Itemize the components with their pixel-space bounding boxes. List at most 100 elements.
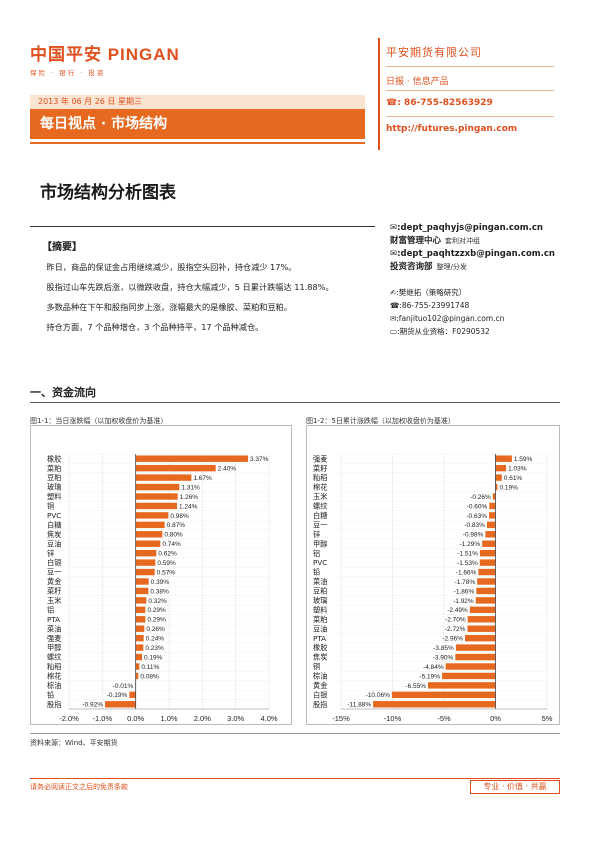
data-label: 1.03%: [508, 466, 527, 473]
divider: [386, 90, 554, 91]
data-label: 0.62%: [158, 551, 177, 558]
bar: [495, 483, 498, 491]
divider: [30, 402, 560, 403]
contacts-panel: ✉:dept_paqhyjs@pingan.com.cn 财富管理中心 套利对冲组…: [390, 222, 570, 338]
logo-subtext: 保险 · 银行 · 投资: [30, 69, 106, 77]
data-label: -0.19%: [107, 692, 128, 699]
bar: [135, 540, 161, 547]
category-label: 焦炭: [313, 653, 327, 662]
bar: [373, 701, 496, 708]
data-label: 0.74%: [162, 541, 181, 548]
category-label: 甲醇: [47, 643, 61, 652]
category-label: 豆粕: [47, 473, 61, 482]
category-label: 白银: [47, 558, 61, 567]
bar: [467, 625, 496, 632]
category-label: 豆粕: [313, 587, 327, 596]
department-sub: 套利对冲组: [445, 237, 481, 245]
bar: [428, 682, 496, 689]
category-label: 白糖: [47, 520, 61, 529]
contact-email[interactable]: ✉:dept_paqhtzzxb@pingan.com.cn: [390, 249, 555, 259]
category-label: 黄金: [313, 681, 327, 690]
bar: [479, 549, 496, 557]
data-label: 0.11%: [141, 664, 159, 671]
bar: [135, 474, 192, 481]
category-label: 橡胶: [313, 643, 327, 652]
chart-daily-change-svg: -2.0% -1.0% 0.0% 1.0% 2.0% 3.0% 4.0% 橡胶 3.37% 菜粕 2…: [47, 453, 278, 723]
data-label: 0.29%: [147, 607, 166, 614]
company-info-box: 平安期货有限公司 日报 · 信息产品 ☎: 86-755-82563929 ht…: [378, 38, 558, 150]
bar: [135, 483, 180, 491]
department-name: 投资咨询部: [390, 262, 433, 272]
data-label: -0.83%: [464, 522, 485, 529]
divider: [386, 66, 554, 67]
data-label: 0.19%: [499, 484, 518, 491]
category-label: 棕油: [313, 672, 327, 681]
bar: [455, 644, 496, 651]
bar: [135, 502, 177, 510]
divider: [386, 116, 554, 117]
bar: [486, 521, 496, 529]
data-label: -0.98%: [463, 532, 484, 539]
bar: [135, 549, 157, 557]
bar: [489, 512, 496, 519]
bar: [495, 464, 507, 472]
bar: [135, 521, 165, 529]
data-label: 0.87%: [167, 522, 186, 529]
bar: [135, 634, 144, 642]
x-tick-label: 0.0%: [127, 714, 144, 723]
category-label: 棕油: [47, 681, 61, 690]
analyst-name: ✍:樊继拓（策略研究）: [390, 288, 467, 297]
data-label: 0.98%: [170, 513, 189, 520]
category-label: 铅: [313, 568, 320, 577]
data-label: -1.51%: [457, 551, 478, 558]
bar: [479, 559, 496, 566]
analyst-license: ▭:期货从业资格：F0290532: [390, 327, 490, 336]
divider: [30, 733, 560, 734]
analyst-phone: ☎:86-755-23991748: [390, 301, 470, 310]
category-label: 棉花: [313, 483, 327, 492]
bar: [485, 531, 496, 538]
category-label: 股指: [313, 700, 327, 709]
data-label: 0.59%: [157, 560, 176, 567]
bar: [135, 464, 216, 472]
data-label: 1.31%: [181, 484, 200, 491]
category-label: 股指: [47, 700, 61, 709]
category-label: 螺纹: [47, 653, 61, 662]
data-label: -0.92%: [82, 702, 103, 709]
bar: [476, 587, 496, 595]
bar: [482, 540, 496, 547]
category-label: 塑料: [47, 492, 61, 501]
category-label: 菜粕: [47, 464, 61, 473]
category-label: 豆一: [47, 568, 61, 577]
data-label: -0.26%: [470, 494, 491, 501]
category-label: 菜油: [313, 577, 327, 586]
data-label: -5.19%: [419, 673, 440, 680]
contact-email[interactable]: ✉:dept_paqhyjs@pingan.com.cn: [390, 223, 543, 233]
bar: [135, 568, 155, 576]
data-label: 1.24%: [179, 503, 198, 510]
category-label: PTA: [47, 615, 60, 624]
bar: [135, 625, 145, 632]
category-label: 铜: [47, 502, 54, 511]
category-label: 籼稻: [313, 473, 327, 482]
bar: [477, 578, 496, 585]
data-label: -1.78%: [455, 579, 476, 586]
category-label: PVC: [47, 511, 61, 520]
x-tick-label: -15%: [332, 714, 350, 723]
bar: [475, 597, 496, 604]
analyst-email[interactable]: ✉:fanjituo102@pingan.com.cn: [390, 314, 505, 323]
data-label: -11.88%: [347, 702, 371, 709]
summary-paragraph: 持仓方面，7 个品种增仓，3 个品种持平，17 个品种减仓。: [46, 322, 264, 332]
data-label: 1.67%: [193, 475, 212, 482]
data-label: -1.86%: [454, 588, 475, 595]
bar: [469, 606, 496, 614]
pingan-logo: 中国平安 PINGAN 保险 · 银行 · 投资: [30, 40, 205, 77]
data-label: -2.49%: [447, 607, 468, 614]
company-url[interactable]: http://futures.pingan.com: [386, 124, 518, 134]
x-tick-label: 3.0%: [227, 714, 244, 723]
category-label: 棉花: [47, 672, 61, 681]
bar: [135, 455, 248, 462]
data-label: 0.39%: [151, 579, 170, 586]
data-label: 0.26%: [146, 626, 165, 633]
category-label: 菜籽: [47, 587, 61, 596]
